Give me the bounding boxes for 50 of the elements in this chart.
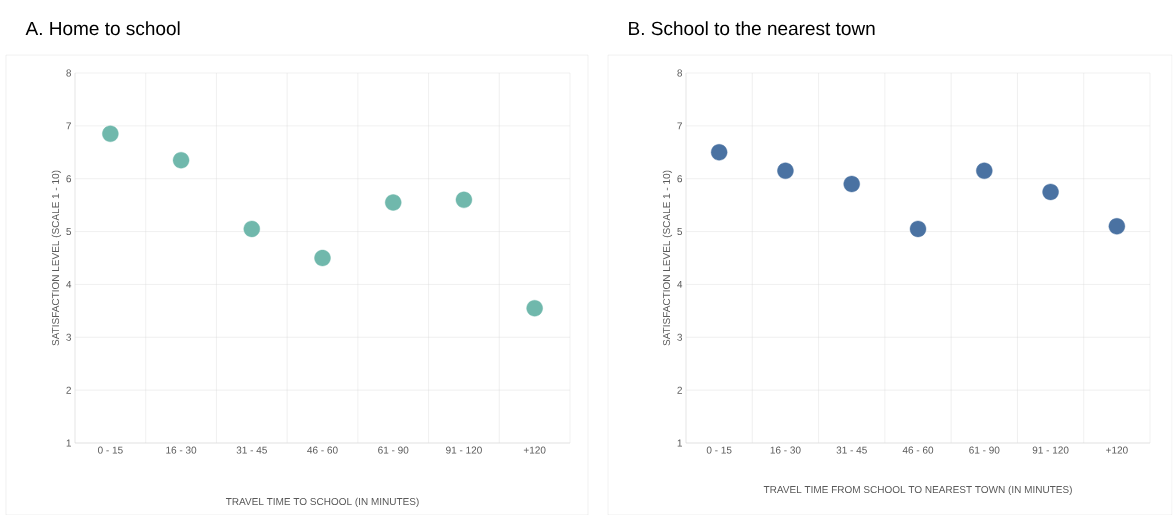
y-tick-label: 1: [66, 439, 71, 447]
x-tick-label: 61 - 90: [969, 446, 1000, 454]
y-tick-label: 5: [66, 228, 72, 236]
y-tick-label: 5: [677, 228, 683, 236]
x-tick-label: 31 - 45: [236, 446, 267, 454]
y-tick-label: 4: [66, 280, 72, 288]
x-tick-label: 16 - 30: [166, 446, 197, 454]
y-axis-title: SATISFACTION LEVEL (SCALE 1 - 10): [662, 170, 673, 346]
y-tick-label: 2: [677, 386, 682, 394]
point: [385, 194, 402, 211]
chart-title: B. School to the nearest town: [629, 21, 875, 36]
y-tick-label: 8: [66, 69, 72, 77]
point: [843, 175, 860, 193]
y-tick-label: 6: [677, 175, 683, 183]
point: [243, 220, 260, 238]
y-tick-label: 6: [66, 175, 72, 183]
y-tick-label: 8: [677, 69, 683, 77]
y-tick-label: 4: [677, 280, 683, 288]
point: [1042, 183, 1059, 201]
x-tick-label: 0 - 15: [706, 446, 732, 454]
y-tick-label: 2: [66, 386, 71, 394]
x-tick-label: +120: [523, 446, 546, 454]
x-tick-label: +120: [1106, 446, 1128, 454]
point: [526, 300, 543, 317]
chart-title: A. Home to school: [25, 21, 180, 36]
y-axis-title: SATISFACTION LEVEL (SCALE 1 - 10): [51, 170, 62, 346]
x-tick-label: 91 - 120: [446, 446, 482, 454]
x-tick-label: 31 - 45: [836, 446, 867, 454]
x-tick-label: 16 - 30: [770, 446, 801, 454]
y-tick-label: 3: [677, 333, 683, 341]
x-tick-label: 46 - 60: [307, 446, 338, 454]
point: [909, 220, 927, 238]
y-tick-label: 3: [66, 333, 72, 341]
y-tick-label: 7: [677, 122, 682, 130]
point: [455, 191, 473, 209]
y-tick-label: 1: [677, 439, 682, 447]
x-tick-label: 61 - 90: [378, 446, 409, 454]
x-tick-label: 91 - 120: [1032, 446, 1069, 454]
point: [777, 162, 794, 179]
point: [102, 125, 119, 142]
point: [172, 152, 190, 169]
x-axis-title: TRAVEL TIME FROM SCHOOL TO NEAREST TOWN (IN MINUTES): [763, 485, 1072, 496]
point: [976, 162, 993, 179]
x-tick-label: 46 - 60: [902, 446, 934, 454]
x-tick-label: 0 - 15: [97, 446, 123, 454]
point: [1108, 218, 1126, 235]
x-axis-title: TRAVEL TIME TO SCHOOL (IN MINUTES): [225, 497, 419, 508]
point: [710, 144, 728, 161]
y-tick-label: 7: [66, 122, 71, 130]
point: [314, 249, 331, 267]
